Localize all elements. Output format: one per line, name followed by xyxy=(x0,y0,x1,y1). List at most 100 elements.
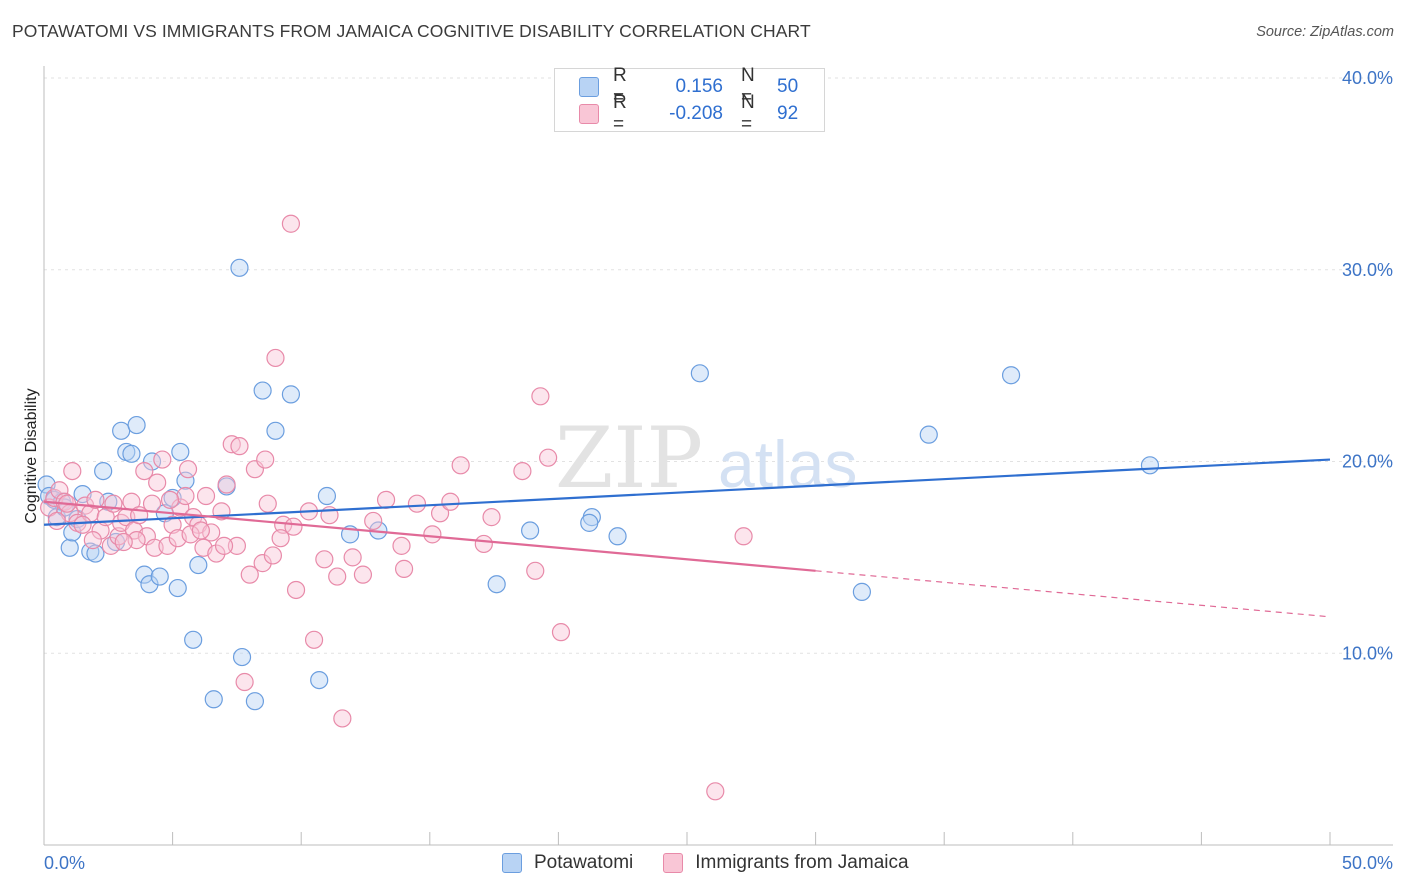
point-jamaica[interactable] xyxy=(266,348,285,368)
point-jamaica[interactable] xyxy=(171,498,190,517)
point-jamaica[interactable] xyxy=(394,559,414,578)
watermark-zip: ZIP xyxy=(555,409,703,507)
correlation-legend: R = 0.156 N = 50 R = -0.208 N = 92 xyxy=(554,65,825,135)
point-jamaica[interactable] xyxy=(353,565,373,584)
point-jamaica[interactable] xyxy=(539,448,558,467)
legend-r-value-jamaica: -0.208 xyxy=(669,103,723,124)
point-potawatomi[interactable] xyxy=(86,544,105,563)
point-jamaica[interactable] xyxy=(217,475,236,494)
legend-n-value-potawatomi: 50 xyxy=(777,76,799,97)
point-jamaica[interactable] xyxy=(423,525,442,544)
point-potawatomi[interactable] xyxy=(919,425,938,444)
point-potawatomi[interactable] xyxy=(60,538,79,557)
point-jamaica[interactable] xyxy=(392,536,411,555)
point-jamaica[interactable] xyxy=(50,481,69,500)
point-jamaica[interactable] xyxy=(526,561,545,580)
legend-item-jamaica[interactable]: Immigrants from Jamaica xyxy=(663,852,909,874)
point-jamaica[interactable] xyxy=(73,515,92,534)
legend-label-potawatomi: Potawatomi xyxy=(534,852,634,873)
point-jamaica[interactable] xyxy=(83,531,102,550)
point-jamaica[interactable] xyxy=(706,782,725,801)
point-jamaica[interactable] xyxy=(271,529,290,548)
point-jamaica[interactable] xyxy=(196,486,216,506)
point-jamaica[interactable] xyxy=(148,473,167,492)
point-potawatomi[interactable] xyxy=(189,555,208,575)
point-potawatomi[interactable] xyxy=(310,670,329,690)
legend-item-potawatomi[interactable]: Potawatomi xyxy=(502,852,633,874)
point-jamaica[interactable] xyxy=(333,709,352,728)
point-jamaica[interactable] xyxy=(256,450,275,469)
point-potawatomi[interactable] xyxy=(281,385,301,404)
point-potawatomi[interactable] xyxy=(1001,366,1021,385)
point-jamaica[interactable] xyxy=(114,532,133,552)
point-jamaica[interactable] xyxy=(451,456,470,475)
point-jamaica[interactable] xyxy=(207,544,226,563)
point-potawatomi[interactable] xyxy=(230,258,249,277)
point-jamaica[interactable] xyxy=(63,461,82,481)
point-jamaica[interactable] xyxy=(178,460,198,479)
point-potawatomi[interactable] xyxy=(140,575,159,594)
point-jamaica[interactable] xyxy=(376,490,396,509)
point-jamaica[interactable] xyxy=(47,511,66,531)
point-potawatomi[interactable] xyxy=(232,647,252,667)
point-jamaica[interactable] xyxy=(191,521,210,540)
point-jamaica[interactable] xyxy=(142,494,162,513)
legend-swatch-potawatomi xyxy=(502,853,522,873)
point-potawatomi[interactable] xyxy=(171,442,190,462)
point-jamaica[interactable] xyxy=(160,490,180,509)
point-potawatomi[interactable] xyxy=(112,421,131,440)
point-potawatomi[interactable] xyxy=(253,381,272,400)
point-potawatomi[interactable] xyxy=(245,692,265,711)
point-potawatomi[interactable] xyxy=(204,690,223,709)
point-potawatomi[interactable] xyxy=(94,461,113,481)
point-jamaica[interactable] xyxy=(163,515,182,534)
point-jamaica[interactable] xyxy=(482,508,501,527)
point-jamaica[interactable] xyxy=(230,437,249,456)
point-potawatomi[interactable] xyxy=(580,513,599,532)
point-jamaica[interactable] xyxy=(513,461,532,481)
point-jamaica[interactable] xyxy=(240,565,259,584)
point-jamaica[interactable] xyxy=(343,548,362,567)
point-jamaica[interactable] xyxy=(86,490,105,509)
point-potawatomi[interactable] xyxy=(184,630,203,649)
point-jamaica[interactable] xyxy=(328,567,347,586)
point-potawatomi[interactable] xyxy=(168,578,187,598)
point-potawatomi[interactable] xyxy=(150,567,169,586)
point-jamaica[interactable] xyxy=(286,580,306,600)
point-jamaica[interactable] xyxy=(441,492,460,511)
point-jamaica[interactable] xyxy=(104,494,123,513)
point-potawatomi[interactable] xyxy=(487,575,506,594)
point-jamaica[interactable] xyxy=(263,546,283,565)
point-potawatomi[interactable] xyxy=(852,582,871,601)
point-jamaica[interactable] xyxy=(153,450,172,469)
point-jamaica[interactable] xyxy=(734,527,753,546)
point-jamaica[interactable] xyxy=(531,387,550,406)
point-jamaica[interactable] xyxy=(281,214,301,233)
point-jamaica[interactable] xyxy=(181,525,200,544)
point-potawatomi[interactable] xyxy=(122,444,141,463)
point-jamaica[interactable] xyxy=(214,536,234,555)
point-jamaica[interactable] xyxy=(304,630,324,649)
point-jamaica[interactable] xyxy=(551,623,571,642)
point-jamaica[interactable] xyxy=(135,461,154,481)
point-jamaica[interactable] xyxy=(176,486,195,506)
point-jamaica[interactable] xyxy=(253,554,272,573)
point-jamaica[interactable] xyxy=(407,494,427,513)
point-jamaica[interactable] xyxy=(158,536,177,555)
point-jamaica[interactable] xyxy=(235,672,254,692)
point-potawatomi[interactable] xyxy=(1140,456,1160,475)
point-potawatomi[interactable] xyxy=(608,527,627,546)
point-potawatomi[interactable] xyxy=(127,415,146,435)
point-jamaica[interactable] xyxy=(315,550,334,569)
point-potawatomi[interactable] xyxy=(317,486,337,506)
point-jamaica[interactable] xyxy=(364,511,383,531)
point-jamaica[interactable] xyxy=(284,517,303,536)
point-potawatomi[interactable] xyxy=(266,421,285,440)
point-jamaica[interactable] xyxy=(474,534,493,554)
point-potawatomi[interactable] xyxy=(521,521,540,540)
point-potawatomi[interactable] xyxy=(135,565,154,584)
point-jamaica[interactable] xyxy=(227,536,246,555)
point-potawatomi[interactable] xyxy=(690,364,709,383)
point-jamaica[interactable] xyxy=(258,494,277,513)
point-potawatomi[interactable] xyxy=(176,471,195,490)
